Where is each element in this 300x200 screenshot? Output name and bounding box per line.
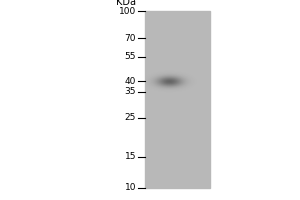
Text: 55: 55 [124,52,136,61]
Text: 35: 35 [124,87,136,96]
Text: 40: 40 [124,77,136,86]
Bar [145,11,210,188]
Text: 15: 15 [124,152,136,161]
Text: KDa: KDa [116,0,136,7]
Text: 10: 10 [124,184,136,192]
Text: 100: 100 [119,6,136,16]
Text: 70: 70 [124,34,136,43]
Text: 25: 25 [124,113,136,122]
